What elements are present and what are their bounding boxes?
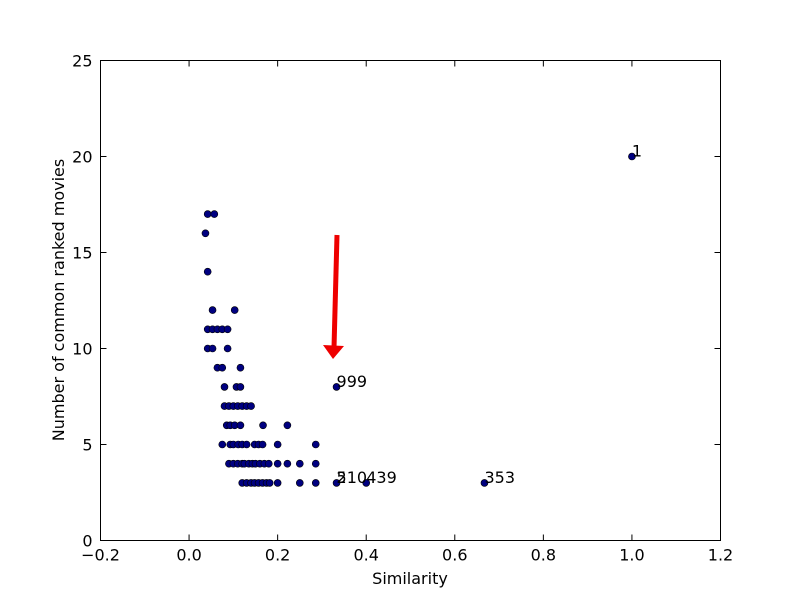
point [208,306,217,314]
point [218,363,227,372]
point [210,210,219,218]
annotation: 353 [484,468,515,487]
point [203,267,212,276]
point [242,440,251,449]
point [283,421,292,430]
point [220,383,229,391]
y-tick-label: 20 [72,148,92,167]
point [230,306,239,314]
point [236,421,245,430]
arrow-head [323,345,344,359]
point [628,152,636,161]
plot-area [201,152,636,487]
point [223,325,232,334]
x-tick-label: 0.2 [265,546,290,565]
x-tick-label: 0.8 [531,546,556,565]
point [223,344,232,353]
x-tick-label: 1.2 [708,546,733,565]
point [259,421,267,430]
point [247,402,255,410]
point [273,440,282,449]
point [258,440,267,449]
y-tick-label: 15 [72,244,92,263]
point [362,479,371,487]
point [480,479,489,487]
point [218,440,227,449]
point [208,344,217,353]
point [203,210,212,218]
y-tick-label: 5 [82,436,92,455]
y-tick-label: 25 [72,52,92,71]
annotation: 5 [337,468,347,487]
arrow [323,234,344,359]
point [283,459,292,468]
point [265,479,274,487]
x-tick-label: 0.4 [353,546,378,565]
point [295,479,304,487]
point [311,459,320,468]
x-tick-label: 0.6 [442,546,467,565]
point [236,383,245,391]
y-tick-label: 0 [82,532,92,551]
point [332,383,341,391]
x-axis-label: Similarity [372,569,448,588]
point [295,459,304,468]
y-tick-label: 10 [72,340,92,359]
plot-frame [100,60,721,541]
point [273,479,282,487]
annotation: 210 [337,468,368,487]
arrow-shaft [331,234,340,349]
point [236,363,245,372]
point [311,479,320,487]
point [201,229,210,238]
y-axis-label: Number of common ranked movies [49,159,68,441]
point [273,459,282,468]
point [332,479,341,487]
annotation: 999 [337,372,368,391]
x-tick-label: 0.0 [176,546,201,565]
x-tick-label: 1.0 [619,546,644,565]
x-tick-label: −0.2 [81,546,120,565]
point [264,459,273,468]
annotation: 1 [632,142,642,161]
point [311,440,320,449]
annotation: 439 [366,468,397,487]
